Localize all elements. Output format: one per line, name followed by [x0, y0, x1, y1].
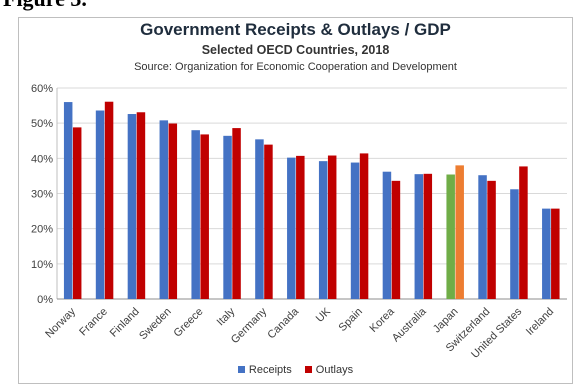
x-tick-label: Greece: [172, 306, 206, 340]
bar-outlays: [487, 180, 496, 299]
x-tick-label: Ireland: [524, 306, 556, 338]
bar-receipts: [318, 161, 328, 299]
x-tick-label: Canada: [265, 305, 301, 341]
y-tick-label: 40%: [31, 153, 53, 165]
x-tick-label: Spain: [337, 306, 365, 334]
bar-outlays: [455, 165, 464, 299]
x-tick-label: UK: [314, 305, 334, 325]
chart-subtitle: Selected OECD Countries, 2018: [201, 43, 390, 57]
legend-swatch-receipts: [237, 366, 245, 373]
bar-receipts: [191, 130, 200, 299]
legend-swatch-outlays: [304, 366, 312, 373]
plot-svg: 0%10%20%30%40%50%60%Norway FranceFinlandS…: [31, 83, 567, 361]
y-tick-label: 60%: [31, 83, 53, 95]
figure-label: Figure 3.: [3, 0, 87, 12]
x-tick-label: Japan: [431, 306, 461, 336]
bar-receipts: [446, 174, 455, 299]
bar-outlays: [264, 144, 273, 299]
y-tick-label: 20%: [31, 224, 53, 236]
bar-outlays: [327, 155, 337, 299]
x-tick-label: Germany: [229, 305, 270, 346]
y-tick-label: 0%: [37, 294, 53, 306]
bar-receipts: [223, 135, 232, 299]
y-tick-label: 30%: [31, 189, 53, 201]
bar-receipts: [510, 189, 519, 299]
bar-outlays: [232, 128, 241, 299]
x-tick-label: Sweden: [137, 306, 174, 343]
x-tick-label: France: [77, 306, 110, 339]
bar-outlays: [168, 123, 178, 299]
bar-receipts: [255, 139, 264, 299]
x-tick-label: Korea: [368, 305, 398, 335]
bar-outlays: [104, 101, 114, 299]
bar-outlays: [391, 180, 401, 299]
bar-receipts: [95, 110, 105, 299]
legend-label-receipts: Receipts: [248, 364, 292, 376]
bar-outlays: [359, 153, 369, 299]
bar-outlays: [423, 173, 433, 299]
bar-outlays: [72, 127, 82, 300]
bar-outlays: [200, 134, 209, 299]
chart-source: Source: Organization for Economic Cooper…: [134, 61, 457, 73]
chart-title: Government Receipts & Outlays / GDP: [140, 20, 451, 39]
bar-receipts: [478, 175, 487, 299]
chart-area: Government Receipts & Outlays / GDP Sele…: [18, 17, 573, 384]
bar-receipts: [414, 174, 424, 299]
legend-item-outlays: Outlays: [304, 364, 354, 376]
bar-receipts: [542, 208, 551, 299]
chart-legend: Receipts Outlays: [19, 364, 572, 376]
legend-item-receipts: Receipts: [237, 364, 292, 376]
x-tick-label: Australia: [390, 305, 429, 344]
bar-receipts: [350, 162, 360, 299]
x-tick-label: Italy: [215, 305, 238, 328]
y-tick-label: 50%: [31, 118, 53, 130]
bar-receipts: [287, 157, 296, 299]
bar-outlays: [519, 166, 528, 299]
legend-label-outlays: Outlays: [315, 364, 354, 376]
bar-outlays: [136, 112, 146, 299]
bar-outlays: [551, 208, 560, 299]
bar-outlays: [296, 155, 305, 299]
y-tick-label: 10%: [31, 259, 53, 271]
x-tick-label: Norway: [43, 305, 78, 340]
bar-receipts: [159, 120, 169, 299]
bar-receipts: [127, 114, 137, 299]
bar-receipts: [382, 171, 392, 299]
bar-receipts: [63, 102, 73, 299]
